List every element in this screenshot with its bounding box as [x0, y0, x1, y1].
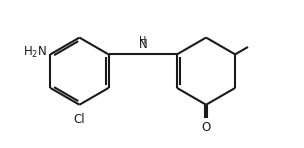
- Text: O: O: [202, 121, 211, 134]
- Text: N: N: [138, 38, 147, 51]
- Text: H$_2$N: H$_2$N: [23, 45, 47, 60]
- Text: H: H: [139, 36, 147, 46]
- Text: Cl: Cl: [74, 113, 85, 126]
